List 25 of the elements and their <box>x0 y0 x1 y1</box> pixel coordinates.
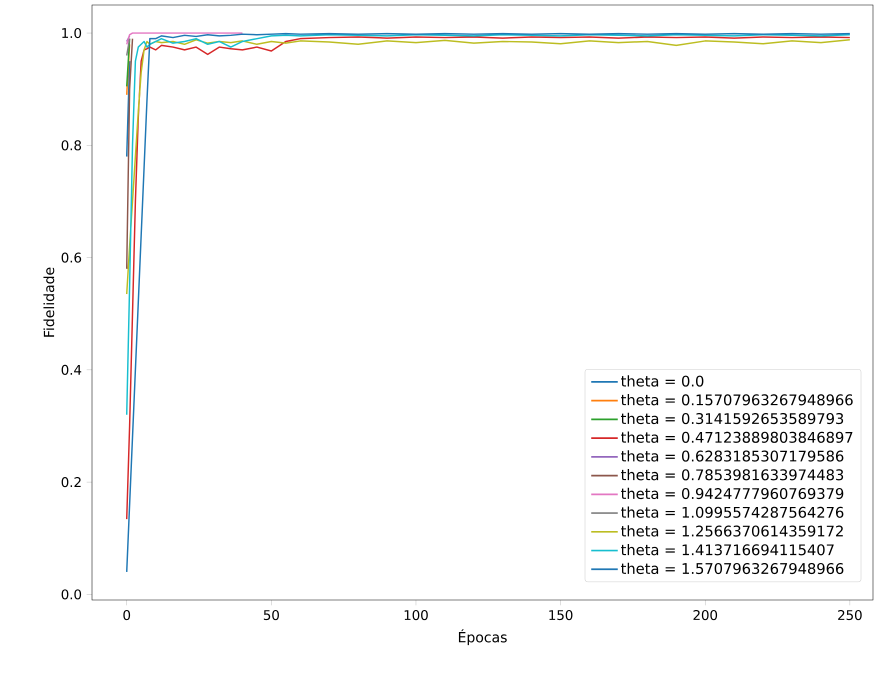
legend-label: theta = 0.0 <box>621 375 704 387</box>
y-axis-title: Fidelidade <box>43 268 54 337</box>
legend-label: theta = 0.47123889803846897 <box>621 432 852 443</box>
y-tick-label: 0.6 <box>62 252 82 263</box>
x-axis-title: Épocas <box>458 629 507 646</box>
y-tick-label: 0.4 <box>62 364 82 375</box>
x-tick-label: 100 <box>404 610 428 620</box>
y-tick-label: 0.2 <box>62 477 81 488</box>
y-tick-label: 0.0 <box>62 589 82 600</box>
y-tick-label: 0.8 <box>62 140 82 150</box>
legend-label: theta = 0.7853981633974483 <box>621 469 844 480</box>
y-tick-label: 1.0 <box>62 28 82 38</box>
legend-label: theta = 1.0995574287564276 <box>621 506 844 518</box>
x-tick-label: 200 <box>693 610 718 620</box>
x-tick-label: 50 <box>264 610 279 620</box>
legend-label: theta = 0.15707963267948966 <box>621 394 853 406</box>
x-tick-label: 0 <box>123 610 130 620</box>
x-tick-label: 250 <box>838 610 862 620</box>
legend-label: theta = 0.6283185307179586 <box>621 450 844 462</box>
legend-label: theta = 0.9424777960769379 <box>621 488 844 500</box>
legend-label: theta = 1.5707963267948966 <box>621 562 844 574</box>
x-tick-label: 150 <box>549 610 572 620</box>
legend-label: theta = 1.413716694115407 <box>621 544 834 556</box>
legend-label: theta = 1.2566370614359172 <box>621 525 843 537</box>
legend-label: theta = 0.3141592653589793 <box>621 412 844 424</box>
